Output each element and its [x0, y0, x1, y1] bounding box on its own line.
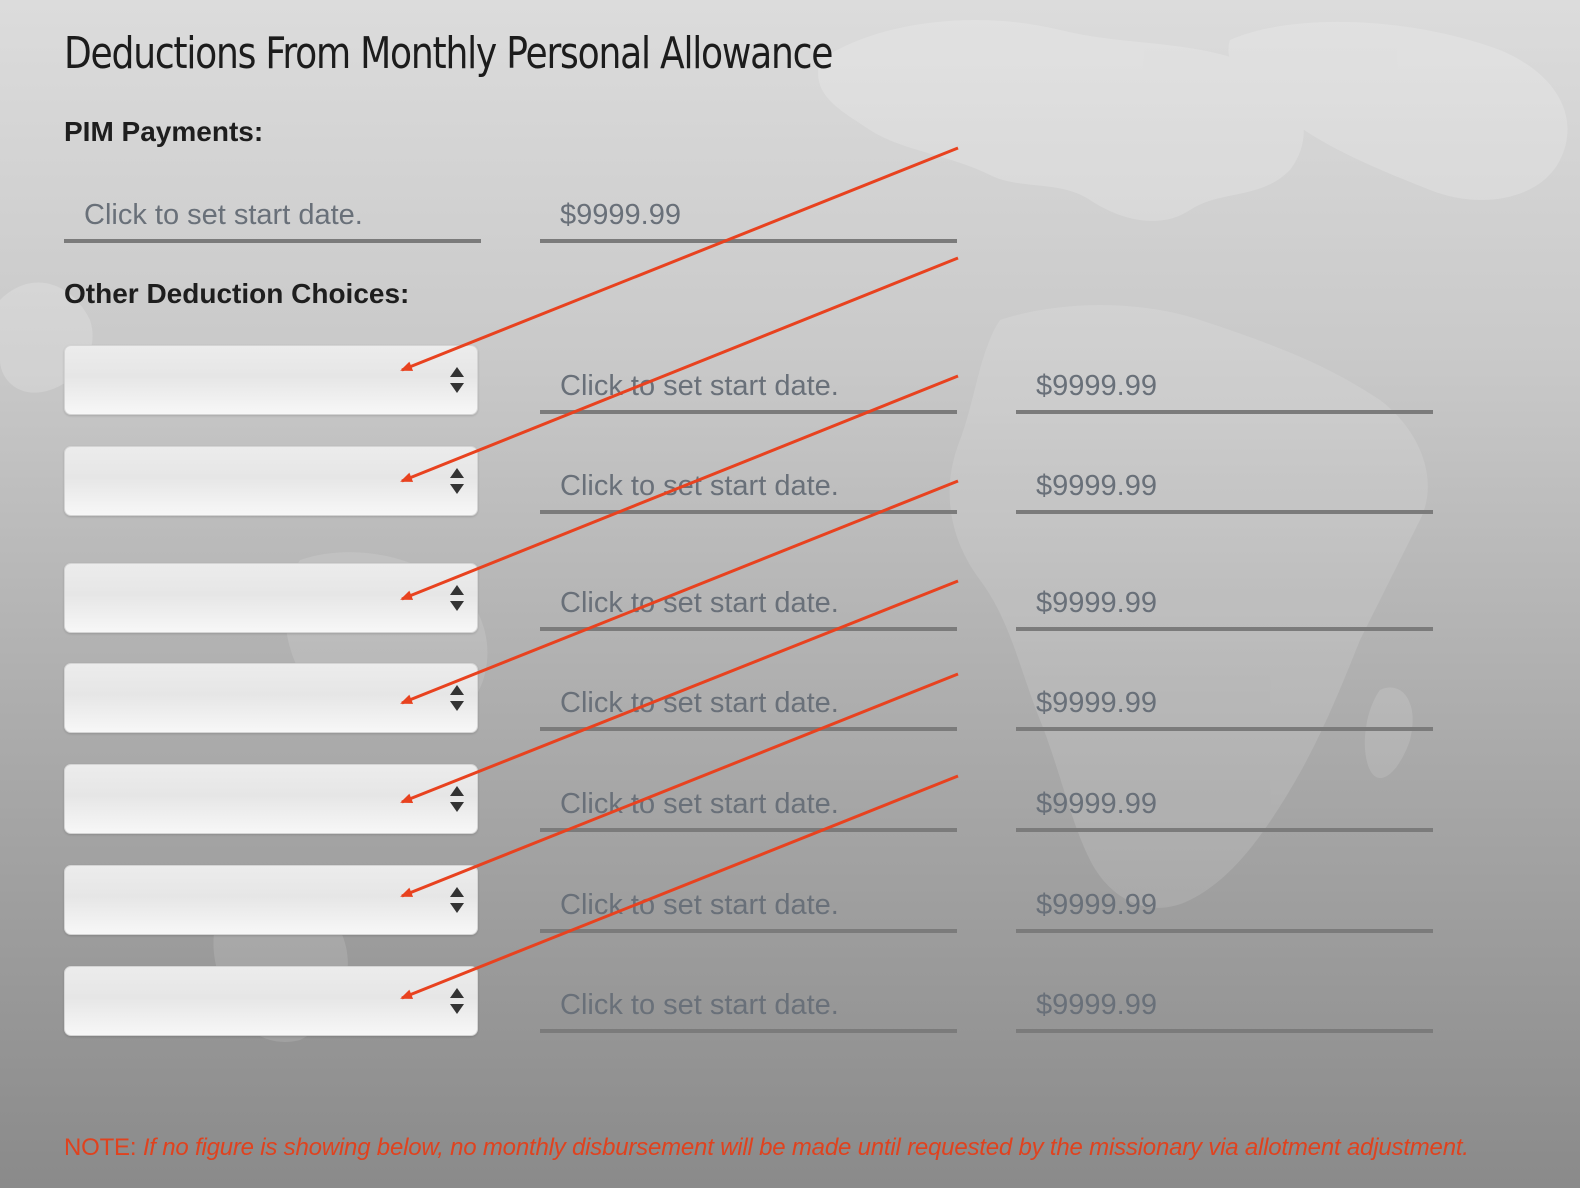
deduction-start-date-input[interactable]: Click to set start date. — [540, 782, 957, 832]
other-deductions-label: Other Deduction Choices: — [64, 278, 410, 309]
pim-start-date-input[interactable]: Click to set start date. — [64, 193, 481, 243]
deduction-amount-input[interactable]: $9999.99 — [1016, 581, 1433, 631]
up-down-chevron-icon — [449, 884, 465, 918]
up-down-chevron-icon — [449, 985, 465, 1019]
deduction-amount-input[interactable]: $9999.99 — [1016, 364, 1433, 414]
up-down-chevron-icon — [449, 682, 465, 716]
deduction-start-date-input[interactable]: Click to set start date. — [540, 364, 957, 414]
deduction-start-date-input[interactable]: Click to set start date. — [540, 581, 957, 631]
deduction-start-date-input[interactable]: Click to set start date. — [540, 983, 957, 1033]
start-date-placeholder: Click to set start date. — [560, 687, 839, 719]
deduction-type-select[interactable] — [64, 563, 478, 633]
page-title: Deductions From Monthly Personal Allowan… — [64, 28, 833, 79]
deduction-amount-input[interactable]: $9999.99 — [1016, 681, 1433, 731]
start-date-placeholder: Click to set start date. — [560, 788, 839, 820]
up-down-chevron-icon — [449, 783, 465, 817]
up-down-chevron-icon — [449, 582, 465, 616]
pim-amount-placeholder: $9999.99 — [560, 199, 681, 231]
deduction-type-select[interactable] — [64, 966, 478, 1036]
up-down-chevron-icon — [449, 465, 465, 499]
pim-payments-label: PIM Payments: — [64, 116, 264, 147]
deduction-type-select[interactable] — [64, 865, 478, 935]
start-date-placeholder: Click to set start date. — [560, 989, 839, 1021]
deduction-type-select[interactable] — [64, 764, 478, 834]
pim-amount-input[interactable]: $9999.99 — [540, 193, 957, 243]
up-down-chevron-icon — [449, 364, 465, 398]
deduction-amount-input[interactable]: $9999.99 — [1016, 983, 1433, 1033]
note-label: NOTE: — [64, 1134, 137, 1161]
deduction-start-date-input[interactable]: Click to set start date. — [540, 883, 957, 933]
amount-placeholder: $9999.99 — [1036, 587, 1157, 619]
start-date-placeholder: Click to set start date. — [560, 587, 839, 619]
start-date-placeholder: Click to set start date. — [560, 370, 839, 402]
amount-placeholder: $9999.99 — [1036, 889, 1157, 921]
amount-placeholder: $9999.99 — [1036, 788, 1157, 820]
note-text: If no figure is showing below, no monthl… — [142, 1134, 1469, 1161]
amount-placeholder: $9999.99 — [1036, 370, 1157, 402]
start-date-placeholder: Click to set start date. — [560, 470, 839, 502]
deduction-type-select[interactable] — [64, 663, 478, 733]
disbursement-note: NOTE: If no figure is showing below, no … — [64, 1134, 1469, 1162]
deduction-amount-input[interactable]: $9999.99 — [1016, 782, 1433, 832]
deduction-start-date-input[interactable]: Click to set start date. — [540, 464, 957, 514]
amount-placeholder: $9999.99 — [1036, 989, 1157, 1021]
deduction-type-select[interactable] — [64, 345, 478, 415]
pim-start-date-placeholder: Click to set start date. — [84, 199, 363, 231]
amount-placeholder: $9999.99 — [1036, 687, 1157, 719]
deduction-type-select[interactable] — [64, 446, 478, 516]
amount-placeholder: $9999.99 — [1036, 470, 1157, 502]
deduction-amount-input[interactable]: $9999.99 — [1016, 464, 1433, 514]
deduction-start-date-input[interactable]: Click to set start date. — [540, 681, 957, 731]
deduction-amount-input[interactable]: $9999.99 — [1016, 883, 1433, 933]
start-date-placeholder: Click to set start date. — [560, 889, 839, 921]
